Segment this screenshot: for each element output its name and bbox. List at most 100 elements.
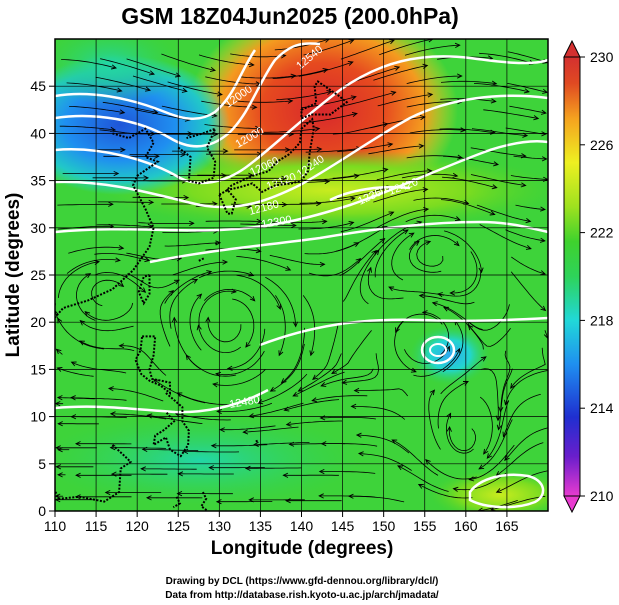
streamline-arrow (425, 458, 431, 465)
streamline-arrow (443, 306, 449, 312)
streamline (368, 145, 424, 155)
streamline-arrow (256, 218, 263, 225)
streamline-arrow (141, 446, 148, 453)
streamline (240, 75, 296, 79)
x-tick-label: 150 (372, 518, 396, 534)
streamline-arrow (176, 392, 183, 398)
streamline-arrow (253, 441, 259, 448)
streamline (367, 267, 404, 300)
streamline (496, 470, 548, 493)
streamline (110, 413, 167, 420)
streamline (404, 44, 460, 56)
streamline (391, 232, 414, 281)
streamline-arrow (70, 395, 76, 401)
streamline-arrow (119, 109, 126, 115)
streamline-arrow (456, 73, 463, 79)
streamline-arrow (395, 327, 400, 334)
streamline (450, 251, 478, 294)
streamline-arrow (379, 237, 386, 244)
streamline-arrow (180, 151, 187, 158)
streamline-arrow (390, 90, 397, 96)
streamline (409, 235, 460, 250)
streamline-arrow (491, 80, 498, 86)
streamline (161, 53, 216, 71)
streamline-arrow (429, 389, 436, 396)
streamline (332, 168, 388, 179)
streamline-arrow (397, 465, 404, 471)
streamline-arrow (540, 109, 547, 115)
streamline-arrow (56, 367, 63, 372)
streamline-arrow (185, 354, 191, 361)
streamline (468, 325, 511, 347)
streamline-arrow (436, 292, 443, 298)
x-tick-label: 155 (413, 518, 437, 534)
streamline (419, 295, 475, 305)
streamline-arrow (418, 293, 425, 299)
streamline (321, 368, 374, 387)
streamline (359, 249, 380, 305)
x-axis: 110 115 120 125 130 135 140 145 150 155 160 165 (44, 511, 519, 534)
streamline-arrow (249, 295, 256, 302)
streamline (236, 100, 293, 103)
streamline (205, 220, 262, 222)
contour-line (55, 94, 548, 209)
streamline-arrow (541, 131, 548, 137)
streamline (169, 279, 198, 329)
streamline-arrow (347, 493, 354, 499)
streamline (440, 356, 487, 395)
streamline (119, 345, 167, 376)
streamline (265, 276, 297, 327)
streamline-arrow (326, 90, 333, 96)
streamline (448, 426, 476, 452)
streamline-arrow (74, 441, 81, 447)
streamline-arrow (79, 320, 86, 326)
colorbar-tick-label: 226 (590, 137, 614, 153)
x-tick-label: 145 (331, 518, 355, 534)
streamline (281, 327, 305, 384)
plot-area: 1200012000120601212012180122401230012360… (55, 39, 548, 511)
y-axis-label: Latitude (degrees) (3, 193, 24, 358)
streamline-arrow (222, 148, 229, 154)
x-tick-label: 140 (290, 518, 314, 534)
streamline-arrow (539, 237, 546, 243)
streamline-arrow (498, 406, 504, 413)
streamline (440, 80, 497, 85)
contour-label: 12300 (260, 214, 292, 231)
streamline-arrow (486, 453, 492, 459)
streamline-arrow (522, 132, 529, 138)
streamline (509, 105, 546, 114)
colorbar-top-arrow (563, 39, 581, 58)
streamline (406, 75, 462, 84)
streamline (335, 226, 388, 252)
streamline-arrow (525, 244, 532, 250)
streamline-arrow (418, 143, 425, 149)
streamline (164, 242, 221, 247)
streamline-arrow (489, 210, 496, 216)
streamline-arrow (57, 421, 63, 427)
x-tick-label: 125 (167, 518, 191, 534)
y-tick-label: 40 (30, 125, 46, 141)
streamline-arrow (146, 413, 153, 419)
streamline (301, 96, 356, 109)
streamline (299, 197, 355, 204)
streamline-arrow (389, 39, 395, 45)
streamline-arrow (196, 324, 202, 331)
streamline-arrow (285, 421, 292, 427)
streamline (510, 175, 548, 180)
streamline-arrow (78, 340, 85, 346)
streamline (204, 288, 255, 302)
colorbar-ticks: 230 226 222 218 214 210 (580, 49, 614, 504)
streamline (479, 224, 532, 250)
streamline-arrow (210, 443, 217, 449)
streamline-arrow (490, 98, 497, 104)
streamline (243, 426, 299, 433)
streamline-arrow (148, 70, 155, 76)
coastline (137, 274, 151, 306)
streamline-arrow (248, 62, 255, 68)
x-tick-label: 120 (125, 518, 149, 534)
contour-line (55, 49, 257, 120)
streamline-arrow (542, 88, 548, 94)
streamline (337, 143, 393, 153)
streamline (80, 320, 134, 332)
